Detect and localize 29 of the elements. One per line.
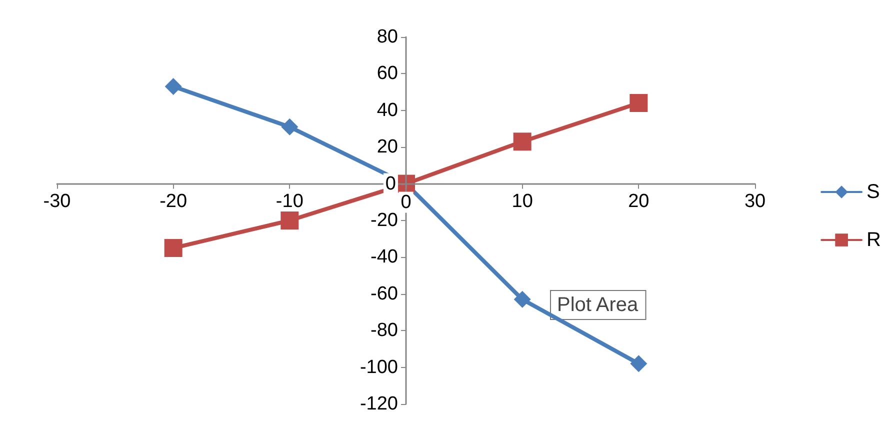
x-tick-label: 20	[628, 190, 650, 212]
y-tick-label: 40	[376, 100, 398, 121]
x-tick-label: -30	[43, 190, 71, 212]
legend-label: S	[866, 181, 880, 203]
y-tick-label: -20	[370, 210, 398, 231]
point	[280, 212, 299, 230]
x-tick-label: -10	[276, 190, 304, 212]
y-tick-label: -60	[370, 283, 398, 304]
point	[514, 290, 531, 308]
y-tick-label: 60	[376, 63, 398, 84]
y-tick-label: 80	[376, 26, 398, 48]
y-tick-label: -100	[360, 356, 398, 378]
y-tick-label: -40	[370, 246, 398, 268]
point	[164, 239, 182, 258]
legend-label: R	[866, 229, 882, 251]
x-tick-label: 30	[744, 190, 766, 212]
y-tick-label: -120	[360, 394, 398, 414]
point	[630, 355, 648, 372]
y-tick-label: 20	[376, 136, 398, 158]
y-tick-label: -80	[370, 320, 398, 342]
x-tick-label: -20	[160, 190, 188, 212]
point	[513, 132, 532, 151]
x-tick-label: 0	[400, 192, 412, 213]
point	[281, 118, 298, 136]
x-tick-label: 10	[512, 190, 533, 212]
point	[164, 78, 182, 96]
annotation: Plot Area	[557, 294, 640, 316]
y-tick-label: 0	[385, 173, 396, 194]
point	[630, 94, 648, 112]
